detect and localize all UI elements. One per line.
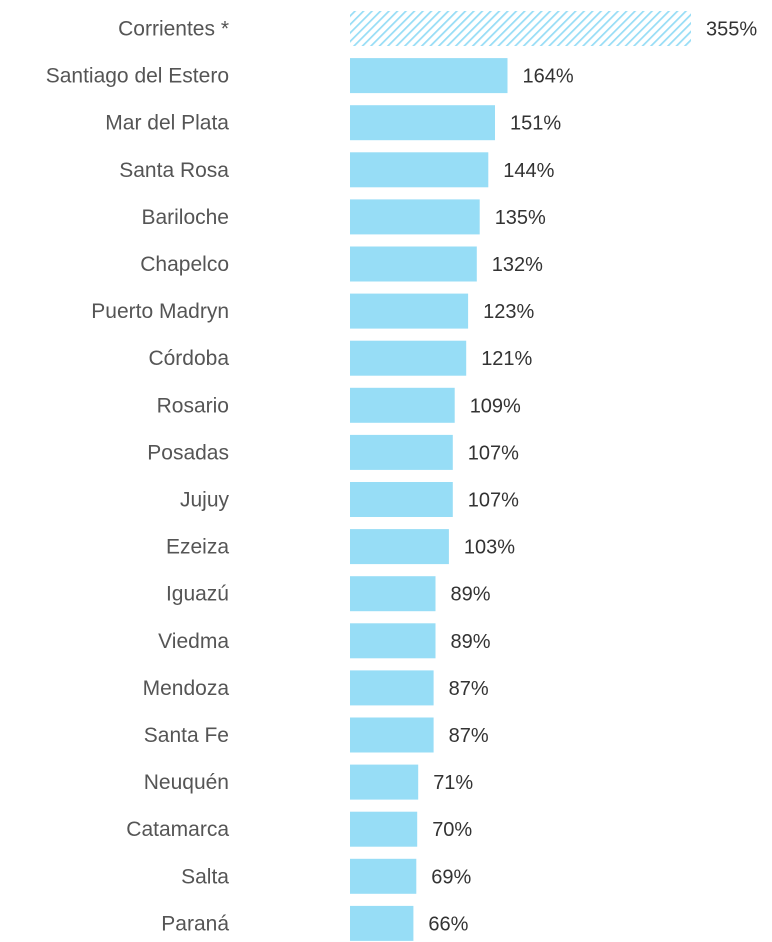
category-label-18: Salta [181,865,229,888]
value-label-19: 66% [428,913,468,935]
value-label-10: 107% [468,490,519,512]
category-label-3: Santa Rosa [119,159,229,182]
category-label-11: Ezeiza [166,536,229,559]
bar-15 [350,717,434,753]
bar-17 [350,811,418,847]
bar-6 [350,293,469,329]
category-label-14: Mendoza [143,677,230,700]
category-label-15: Santa Fe [144,724,229,747]
bars-layer [350,11,691,941]
value-label-16: 71% [433,772,473,794]
bar-18 [350,858,417,894]
value-label-5: 132% [492,254,543,276]
value-label-7: 121% [481,348,532,370]
value-label-13: 89% [451,631,491,653]
value-label-3: 144% [503,160,554,182]
bar-1 [350,58,508,94]
value-label-0: 355% [706,19,757,41]
bar-8 [350,387,455,423]
bar-14 [350,670,434,706]
category-label-10: Jujuy [180,489,230,512]
value-label-6: 123% [483,301,534,323]
bar-2 [350,105,495,141]
value-label-15: 87% [449,725,489,747]
value-label-8: 109% [470,395,521,417]
category-label-8: Rosario [157,394,229,417]
value-label-4: 135% [495,207,546,229]
bar-5 [350,246,477,282]
bar-19 [350,905,414,941]
category-label-9: Posadas [147,441,229,464]
bar-11 [350,529,449,565]
value-label-1: 164% [523,66,574,88]
category-label-12: Iguazú [166,583,229,606]
value-label-2: 151% [510,113,561,135]
value-label-18: 69% [431,866,471,888]
value-label-12: 89% [451,584,491,606]
category-label-13: Viedma [158,630,229,653]
category-label-1: Santiago del Estero [46,65,229,88]
category-label-7: Córdoba [148,347,229,370]
bar-13 [350,623,436,659]
bar-3 [350,152,489,188]
bar-7 [350,340,467,376]
category-label-2: Mar del Plata [105,112,229,135]
category-label-6: Puerto Madryn [91,300,229,323]
value-label-17: 70% [432,819,472,841]
value-labels: 355% 164% 151% 144% 135% 132% 123% 121% 109% 107%… [428,19,757,936]
category-label-19: Paraná [161,912,229,935]
category-label-16: Neuquén [144,771,229,794]
bar-9 [350,434,453,470]
bar-0 [350,11,691,46]
category-label-0: Corrientes * [118,18,229,41]
value-label-11: 103% [464,537,515,559]
value-label-14: 87% [449,678,489,700]
category-label-4: Bariloche [141,206,229,229]
category-label-5: Chapelco [140,253,229,276]
category-label-17: Catamarca [126,818,229,841]
category-labels: Corrientes * Santiago del Estero Mar del P… [46,18,230,936]
bar-12 [350,576,436,612]
bar-16 [350,764,419,800]
bar-4 [350,199,480,235]
bar-10 [350,482,453,517]
value-label-9: 107% [468,442,519,464]
